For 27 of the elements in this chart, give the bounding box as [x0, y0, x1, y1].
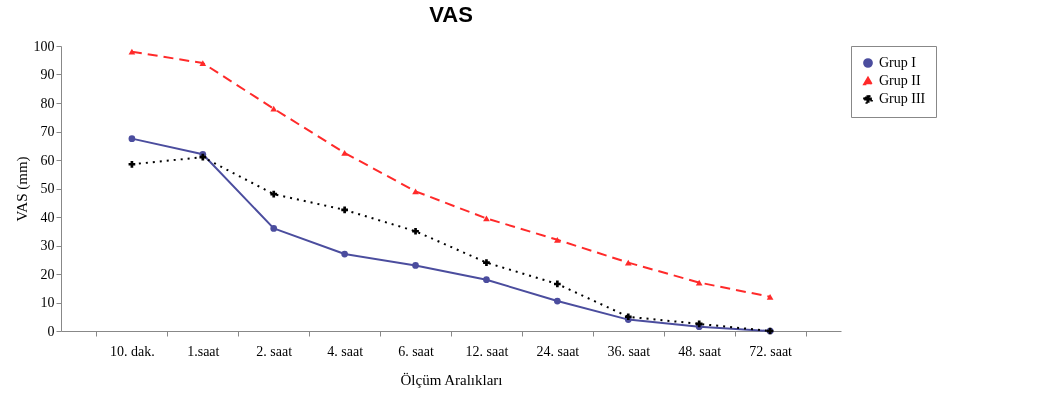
x-tick-label: 10. dak.	[110, 343, 155, 359]
y-tick-label: 90	[40, 67, 55, 82]
y-tick-label: 30	[40, 238, 55, 253]
x-tick-label: 4. saat	[327, 343, 364, 359]
x-tick-label: 72. saat	[749, 343, 793, 359]
y-tick-label: 20	[40, 266, 55, 282]
y-tick-label: 40	[40, 209, 55, 225]
x-tick-label: 2. saat	[256, 343, 293, 359]
x-tick-label: 24. saat	[536, 343, 580, 359]
x-tick-label: 1.saat	[187, 343, 220, 359]
legend-label: Grup I	[879, 55, 917, 70]
y-tick-label: 80	[40, 95, 55, 111]
legend-label: Grup III	[879, 91, 926, 106]
x-tick-label: 6. saat	[398, 343, 435, 359]
y-tick-label: 0	[47, 323, 55, 339]
x-tick-label: 36. saat	[607, 343, 651, 359]
x-tick-label: 48. saat	[678, 343, 722, 359]
chart-title: VAS	[429, 2, 473, 27]
y-tick-label: 10	[40, 295, 55, 310]
legend-label: Grup II	[879, 73, 921, 88]
y-tick-label: 70	[40, 124, 55, 139]
y-tick-label: 60	[40, 152, 55, 168]
y-axis-title: VAS (mm)	[13, 156, 31, 222]
x-axis-title: Ölçüm Aralıkları	[400, 371, 503, 388]
x-tick-label: 12. saat	[465, 343, 509, 359]
y-tick-label: 50	[40, 181, 55, 196]
y-tick-label: 100	[33, 38, 55, 54]
